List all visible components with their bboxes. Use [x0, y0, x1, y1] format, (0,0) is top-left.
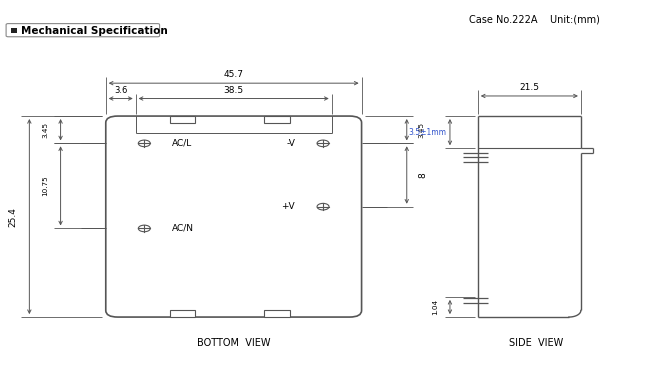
Text: 1.04: 1.04 [432, 299, 438, 315]
Bar [11, 28, 17, 33]
Text: 3.45: 3.45 [43, 122, 49, 138]
Bar [170, 311, 195, 317]
Text: AC/L: AC/L [172, 139, 192, 148]
Text: 3.45: 3.45 [419, 122, 425, 138]
Text: BOTTOM  VIEW: BOTTOM VIEW [197, 338, 271, 348]
Text: 25.4: 25.4 [9, 207, 17, 227]
Text: SIDE  VIEW: SIDE VIEW [509, 338, 563, 348]
Bar [170, 116, 195, 123]
Text: 10.75: 10.75 [43, 175, 49, 196]
Text: 3.6: 3.6 [114, 86, 127, 95]
Text: 45.7: 45.7 [224, 70, 244, 79]
Text: 21.5: 21.5 [519, 83, 539, 92]
Text: +V: +V [281, 202, 295, 211]
Text: Case No.222A    Unit:(mm): Case No.222A Unit:(mm) [469, 14, 600, 24]
Text: AC/N: AC/N [172, 224, 194, 233]
Text: Mechanical Specification: Mechanical Specification [21, 26, 168, 36]
Bar [265, 116, 289, 123]
Text: -V: -V [286, 139, 295, 148]
Bar [265, 311, 289, 317]
Text: 3.5±1mm: 3.5±1mm [409, 128, 447, 137]
Text: 38.5: 38.5 [224, 86, 244, 95]
Text: 8: 8 [419, 172, 427, 178]
